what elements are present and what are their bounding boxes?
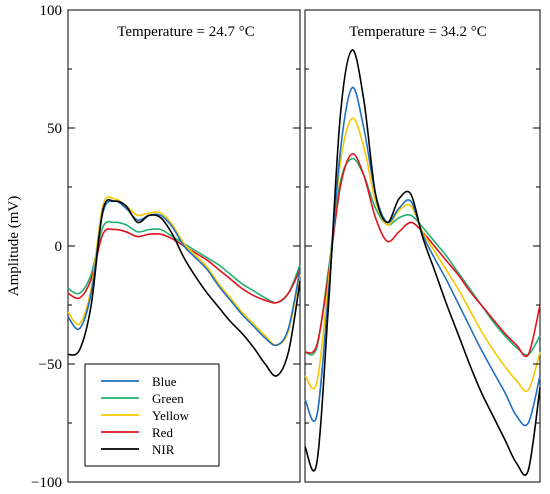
legend-label-red: Red xyxy=(152,425,173,440)
y-axis-label: Amplitude (mV) xyxy=(6,196,22,296)
y-tick-label: 50 xyxy=(47,121,62,137)
y-tick-label: 0 xyxy=(55,239,63,255)
panel-right-frame xyxy=(304,9,541,483)
series-line-right-nir xyxy=(304,49,541,476)
panel-left-title: Temperature = 24.7 °C xyxy=(117,24,255,40)
legend: Blue Green Yellow Red NIR xyxy=(84,363,220,467)
legend-label-yellow: Yellow xyxy=(152,408,190,423)
panel-right-y-ticks xyxy=(305,9,540,483)
y-tick-label: −100 xyxy=(31,475,62,491)
panel-left-y-ticks xyxy=(68,9,300,483)
legend-label-green: Green xyxy=(152,391,184,406)
y-tick-labels: −100 −50 0 50 100 xyxy=(31,3,62,491)
y-tick-label: −50 xyxy=(39,357,62,373)
legend-label-nir: NIR xyxy=(152,442,175,457)
panel-right: Temperature = 34.2 °C xyxy=(304,9,541,483)
series-line-left-nir xyxy=(67,198,301,377)
y-tick-label: 100 xyxy=(40,3,63,19)
legend-label-blue: Blue xyxy=(152,374,177,389)
panel-right-series xyxy=(304,49,541,476)
panel-left-series xyxy=(67,195,301,377)
series-line-right-green xyxy=(304,157,541,356)
panel-right-title: Temperature = 34.2 °C xyxy=(349,24,487,40)
legend-entries: Blue Green Yellow Red NIR xyxy=(101,374,190,457)
series-line-left-yellow xyxy=(67,195,301,346)
